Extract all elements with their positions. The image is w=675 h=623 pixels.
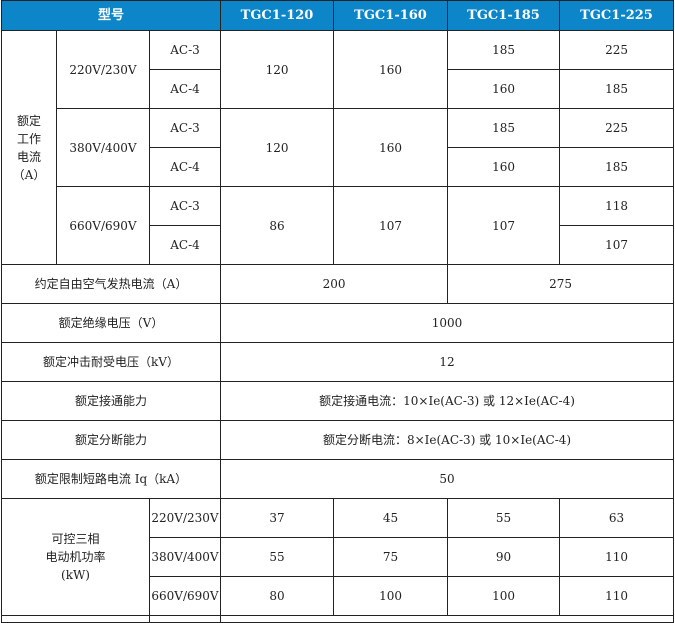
value-cell: 200: [220, 264, 449, 304]
value-cell: 160: [447, 69, 561, 109]
voltage-cell: 380V/400V: [56, 108, 150, 187]
category-cell: AC-4: [148, 147, 222, 187]
value-cell: 额定分断电流：8×Ie(AC-3) 或 10×Ie(AC-4): [220, 420, 675, 460]
model-header: TGC1-185: [447, 0, 561, 31]
value-cell: 160: [447, 147, 561, 187]
table-row: AC-4 160 185: [2, 147, 675, 187]
value-cell: 185: [559, 69, 675, 109]
thermal-current-row: 约定自由空气发热电流（A） 200 275: [0, 264, 675, 304]
value-cell: 12: [220, 342, 675, 382]
value-cell: 90: [447, 537, 561, 577]
value-cell: 1000: [220, 303, 675, 343]
value-cell: 55: [220, 537, 335, 577]
value-cell: 120: [220, 30, 335, 109]
label-line: 电动机功率: [45, 550, 106, 564]
voltage-cell: 660V/690V: [148, 576, 222, 616]
empty-cell: [148, 615, 222, 623]
value-cell: 185: [559, 147, 675, 187]
value-cell: 120: [220, 108, 335, 187]
value-cell: 225: [559, 108, 675, 148]
model-header: 型号: [0, 0, 222, 31]
table-row: 380V/400V 55 75 90 110: [2, 537, 675, 577]
model-header: TGC1-225: [559, 0, 675, 31]
row-label: 额定限制短路电流 Iq（kA）: [0, 459, 222, 499]
short-circuit-row: 额定限制短路电流 Iq（kA） 50: [0, 459, 675, 499]
label-line: 可控三相: [51, 532, 100, 546]
table-row: 额定 工作 电流 （A） 220V/230V AC-3 120 160 185 …: [1, 30, 675, 265]
row-label: 额定绝缘电压（V）: [0, 303, 222, 343]
empty-cell: [220, 615, 675, 623]
category-cell: AC-3: [148, 30, 222, 70]
label-line: 电流: [16, 149, 41, 164]
value-cell: 118: [559, 186, 675, 226]
voltage-cell: 660V/690V: [56, 186, 150, 265]
insulation-voltage-row: 额定绝缘电压（V） 1000: [0, 303, 675, 343]
label-line: 额定: [16, 113, 41, 128]
value-cell: 225: [559, 30, 675, 70]
voltage-cell: 220V/230V: [56, 30, 150, 109]
value-cell: 160: [333, 108, 449, 187]
rated-current-label: 额定 工作 电流 （A）: [1, 30, 57, 265]
value-cell: 63: [559, 498, 675, 538]
value-cell: 185: [447, 108, 561, 148]
value-cell: 55: [447, 498, 561, 538]
value-cell: 110: [559, 576, 675, 616]
motor-power-label: 可控三相 电动机功率 (kW): [1, 498, 150, 616]
row-label: 约定自由空气发热电流（A）: [0, 264, 222, 304]
category-cell: AC-3: [148, 186, 222, 226]
value-cell: 50: [220, 459, 675, 499]
value-cell: 275: [447, 264, 675, 304]
value-cell: 75: [333, 537, 449, 577]
model-header: TGC1-120: [220, 0, 335, 31]
table-row: AC-4 160 185: [2, 69, 675, 109]
row-label: 额定接通能力: [0, 381, 222, 421]
table-row-cut-off: [1, 615, 675, 623]
value-cell: 160: [333, 30, 449, 109]
label-line: 工作: [16, 131, 41, 146]
value-cell: 107: [333, 186, 449, 265]
category-cell: AC-4: [148, 69, 222, 109]
value-cell: 86: [220, 186, 335, 265]
making-capacity-row: 额定接通能力 额定接通电流：10×Ie(AC-3) 或 12×Ie(AC-4): [0, 381, 675, 421]
category-cell: AC-4: [148, 225, 222, 265]
empty-cell: [1, 615, 150, 623]
voltage-cell: 220V/230V: [148, 498, 222, 538]
value-cell: 37: [220, 498, 335, 538]
row-label: 额定分断能力: [0, 420, 222, 460]
value-cell: 80: [220, 576, 335, 616]
table-row: 660V/690V 80 100 100 110: [2, 576, 675, 616]
value-cell: 45: [333, 498, 449, 538]
value-cell: 185: [447, 30, 561, 70]
row-label: 额定冲击耐受电压（kV）: [0, 342, 222, 382]
label-line: (kW): [61, 568, 90, 582]
impulse-voltage-row: 额定冲击耐受电压（kV） 12: [0, 342, 675, 382]
category-cell: AC-3: [148, 108, 222, 148]
value-cell: 额定接通电流：10×Ie(AC-3) 或 12×Ie(AC-4): [220, 381, 675, 421]
label-line: （A）: [12, 167, 46, 182]
model-header: TGC1-160: [333, 0, 449, 31]
value-cell: 110: [559, 537, 675, 577]
table-row: 660V/690V AC-3 86 107 107 118: [2, 186, 675, 265]
breaking-capacity-row: 额定分断能力 额定分断电流：8×Ie(AC-3) 或 10×Ie(AC-4): [0, 420, 675, 460]
value-cell: 107: [447, 186, 561, 265]
value-cell: 107: [559, 225, 675, 265]
table-row: 可控三相 电动机功率 (kW) 220V/230V 37 45 55 63: [1, 498, 675, 616]
table-row: 380V/400V AC-3 120 160 185 225: [2, 108, 675, 187]
table-row: AC-4 107: [2, 225, 675, 265]
voltage-cell: 380V/400V: [148, 537, 222, 577]
value-cell: 100: [447, 576, 561, 616]
value-cell: 100: [333, 576, 449, 616]
header-row: 型号 TGC1-120 TGC1-160 TGC1-185 TGC1-225: [0, 0, 675, 31]
